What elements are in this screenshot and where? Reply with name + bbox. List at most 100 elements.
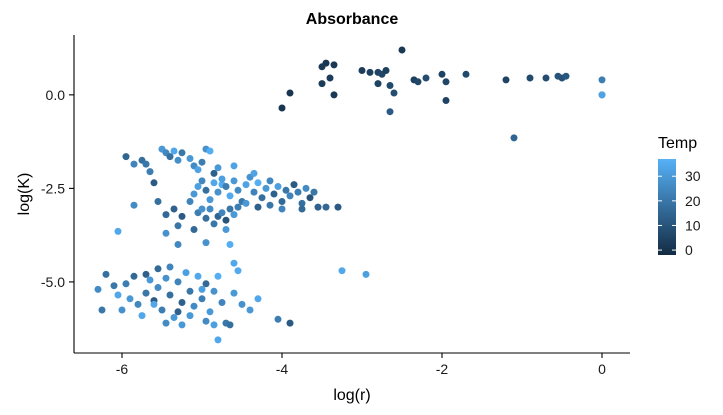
data-point [162,211,170,219]
data-points [94,46,606,344]
legend-ticks: 0 10 20 30 [658,168,701,258]
data-point [266,177,274,185]
y-axis-ticks: 0.0 -2.5 -5.0 [41,87,74,290]
data-point [118,306,126,314]
x-tick-label: -4 [276,361,289,377]
data-point [358,67,366,74]
data-point [202,186,210,194]
legend-tick-label: 0 [685,242,693,258]
data-point [134,300,142,308]
data-point [222,216,230,224]
data-point [194,166,202,174]
data-point [562,72,570,80]
data-point [202,214,210,222]
data-point [214,188,222,196]
data-point [130,272,138,280]
data-point [186,198,194,205]
data-point [166,263,174,271]
data-point [210,179,218,187]
data-point [206,205,214,213]
data-point [214,164,222,172]
y-tick-label: -5.0 [41,274,65,290]
data-point [98,306,106,314]
data-point [230,162,238,170]
data-point [190,302,198,310]
data-point [314,203,322,211]
data-point [218,299,226,306]
legend-tick-label: 10 [685,217,701,233]
data-point [254,179,262,187]
data-point [194,183,202,190]
data-point [250,188,258,196]
x-axis-ticks: -6 -4 -2 0 [116,353,606,377]
data-point [442,78,450,86]
data-point [330,91,338,99]
data-point [150,300,158,308]
data-point [462,70,470,78]
data-point [230,259,238,267]
x-axis-title: log(r) [333,387,370,404]
data-point [178,321,186,329]
data-point [234,186,242,194]
data-point [270,190,278,198]
data-point [298,205,306,213]
data-point [142,289,150,297]
data-point [158,306,166,314]
y-axis-title: log(K) [16,173,33,216]
data-point [554,72,562,80]
data-point [282,186,290,194]
data-point [422,74,430,82]
data-point [174,278,182,286]
data-point [174,222,182,230]
data-point [302,184,310,192]
data-point [138,312,146,320]
data-point [598,76,606,84]
data-point [190,226,198,233]
data-point [286,319,294,327]
data-point [318,80,326,88]
data-point [262,184,270,192]
data-point [130,160,138,168]
data-point [386,82,394,89]
data-point [202,317,210,325]
data-point [178,149,186,157]
data-point [234,267,242,275]
data-point [294,188,302,196]
data-point [146,168,154,176]
data-point [206,196,214,204]
data-point [206,147,214,155]
data-point [502,76,510,84]
legend-title: Temp [658,135,697,152]
data-point [110,282,118,290]
data-point [178,299,186,306]
data-point [214,336,222,344]
data-point [278,205,286,213]
data-point [338,267,346,275]
y-tick-label: 0.0 [46,87,66,103]
data-point [246,306,254,314]
color-legend: Temp 0 10 20 30 [658,135,701,258]
data-point [442,97,450,104]
data-point [210,220,218,228]
legend-colorbar [658,159,676,255]
data-point [290,181,298,189]
data-point [198,158,206,166]
data-point [146,276,154,284]
data-point [142,160,150,168]
data-point [122,280,130,288]
data-point [170,314,178,321]
data-point [162,319,170,327]
data-point [526,74,534,82]
data-point [218,209,226,217]
data-point [386,108,394,116]
data-point [366,68,374,76]
data-point [198,285,206,293]
data-point [234,203,242,211]
data-point [154,284,162,291]
x-tick-label: -6 [116,361,129,377]
data-point [202,280,210,288]
data-point [198,295,206,303]
data-point [266,201,274,209]
data-point [310,188,318,196]
